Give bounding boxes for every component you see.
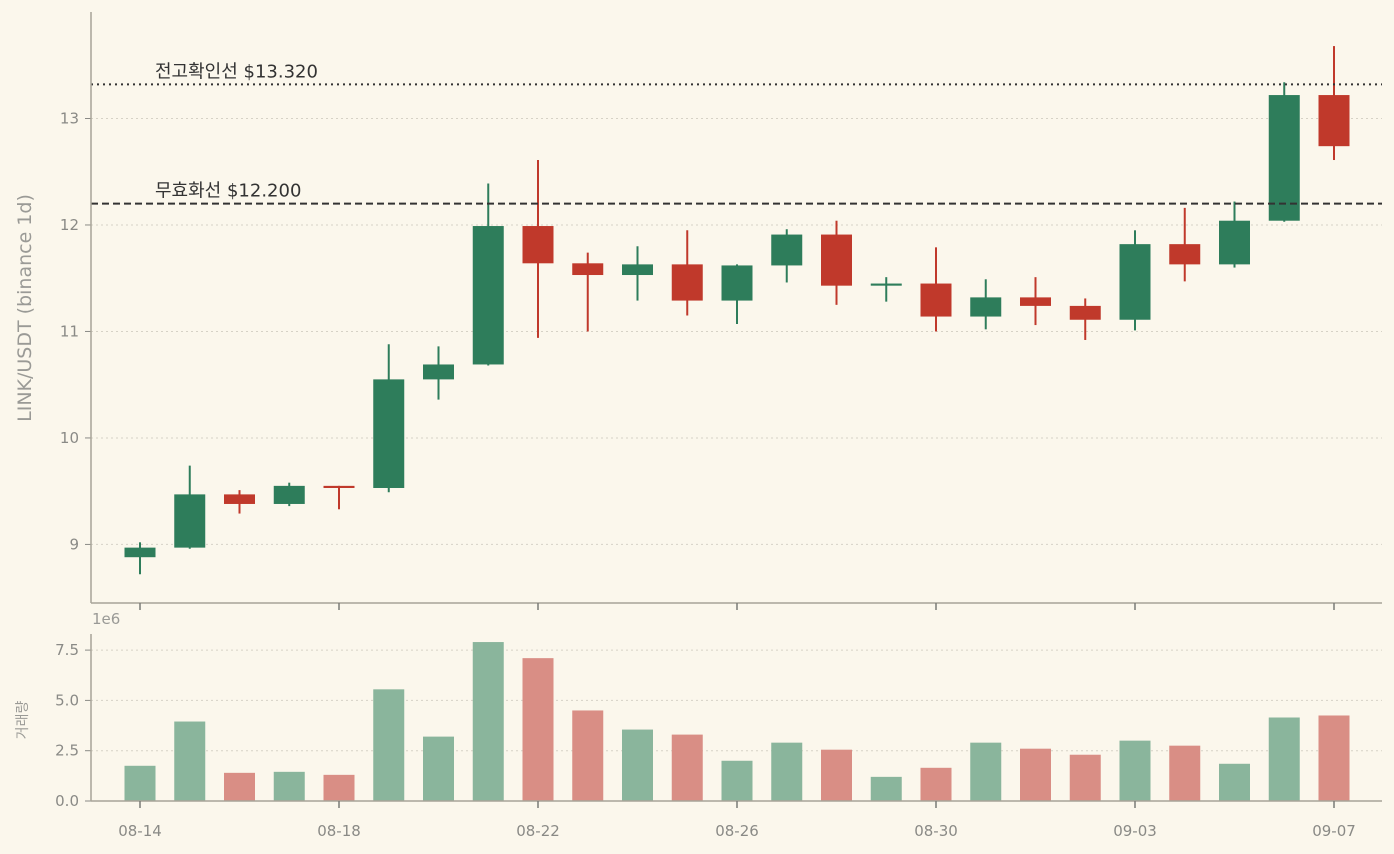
candle-body xyxy=(1268,95,1300,221)
candle-body xyxy=(224,494,255,504)
volume-bar xyxy=(423,736,454,801)
volume-bar xyxy=(821,749,852,801)
x-tick-label: 08-14 xyxy=(118,822,162,840)
candle-body xyxy=(174,494,206,548)
volume-tick-label: 2.5 xyxy=(55,742,79,760)
volume-bar xyxy=(671,734,703,801)
candle-body xyxy=(1119,244,1151,320)
volume-bar xyxy=(721,760,753,801)
reference-line-label: 무효화선 $12.200 xyxy=(155,181,301,202)
candle-body xyxy=(273,485,305,504)
x-tick-label: 08-18 xyxy=(317,822,361,840)
candles xyxy=(124,46,1350,575)
candle-body xyxy=(323,485,355,488)
candle-body xyxy=(622,264,653,276)
candle-body xyxy=(522,226,554,264)
price-axis-title: LINK/USDT (binance 1d) xyxy=(14,194,36,422)
volume-bar xyxy=(1069,754,1101,801)
candle-body xyxy=(1020,297,1051,306)
volume-bar xyxy=(373,689,405,801)
volume-bar xyxy=(572,710,604,801)
volume-bar xyxy=(522,658,554,801)
volume-bar xyxy=(124,765,156,801)
x-tick-label: 08-22 xyxy=(516,822,560,840)
price-tick-label: 10 xyxy=(60,429,79,447)
reference-line-label: 전고확인선 $13.320 xyxy=(155,61,318,82)
x-tick-label: 08-26 xyxy=(715,822,759,840)
candle-body xyxy=(671,264,703,301)
volume-bar xyxy=(771,742,803,801)
volume-exponent-label: 1e6 xyxy=(92,610,120,628)
volume-tick-label: 7.5 xyxy=(55,641,79,659)
candle-body xyxy=(721,265,753,301)
candle-body xyxy=(1169,244,1201,265)
axes xyxy=(85,12,1382,808)
candle-body xyxy=(472,226,504,365)
volume-tick-label: 5.0 xyxy=(55,691,79,709)
candle-body xyxy=(920,283,952,317)
volume-bar xyxy=(870,776,902,801)
volume-bar xyxy=(622,729,653,801)
volume-bar xyxy=(1268,717,1300,801)
volume-axis-title: 거래량 xyxy=(15,701,31,740)
volume-gridlines xyxy=(91,649,1382,752)
volume-bar xyxy=(970,742,1002,801)
volume-bar xyxy=(174,721,206,801)
volume-tick-label: 0.0 xyxy=(55,792,79,810)
volume-bars xyxy=(124,642,1350,801)
candle-body xyxy=(1219,220,1250,265)
candle-body xyxy=(771,234,803,266)
candle-body xyxy=(970,297,1002,317)
price-tick-label: 12 xyxy=(60,216,79,234)
volume-bar xyxy=(1318,715,1350,801)
volume-bar xyxy=(1219,763,1250,801)
candle-body xyxy=(821,234,852,286)
candle-body xyxy=(423,364,454,380)
volume-bar xyxy=(1119,740,1151,801)
price-gridlines xyxy=(91,117,1382,545)
axis-labels: 9 10 11 12 13 0.0 2.5 5.0 7.5 08-14 08-18 08-22 08-2… xyxy=(55,109,1356,840)
volume-bar xyxy=(273,771,305,801)
x-tick-label: 09-03 xyxy=(1113,822,1157,840)
price-tick-label: 13 xyxy=(60,109,79,127)
x-tick-label: 08-30 xyxy=(914,822,958,840)
reference-lines: 전고확인선 $13.320 무효화선 $12.200 xyxy=(91,61,1382,205)
volume-bar xyxy=(472,642,504,801)
candle-body xyxy=(124,547,156,558)
volume-bar xyxy=(224,772,255,801)
volume-bar xyxy=(1169,745,1201,801)
candle-body xyxy=(373,379,405,488)
x-tick-label: 09-07 xyxy=(1312,822,1356,840)
candle-body xyxy=(870,283,902,286)
price-tick-label: 9 xyxy=(69,535,79,553)
candle-body xyxy=(1318,95,1350,147)
candle-body xyxy=(1069,305,1101,320)
volume-bar xyxy=(920,767,952,801)
price-tick-label: 11 xyxy=(60,322,79,340)
volume-bar xyxy=(323,774,355,801)
volume-bar xyxy=(1020,748,1051,801)
candle-body xyxy=(572,263,604,276)
